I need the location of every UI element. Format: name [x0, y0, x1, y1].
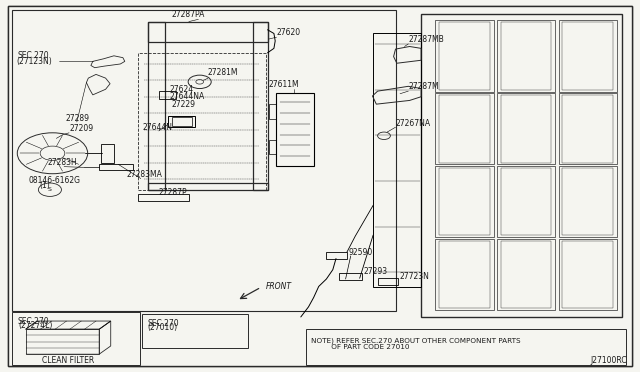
- Bar: [559, 20, 617, 92]
- Bar: [26, 329, 99, 354]
- Bar: [559, 239, 617, 310]
- Text: 27287P: 27287P: [159, 188, 188, 197]
- Bar: [138, 194, 189, 201]
- Bar: [172, 117, 192, 126]
- Bar: [500, 241, 552, 308]
- Text: CLEAN FILTER: CLEAN FILTER: [42, 356, 94, 365]
- Text: 27644NA: 27644NA: [170, 92, 205, 101]
- Text: 27293: 27293: [364, 267, 388, 276]
- Bar: [497, 239, 556, 310]
- Text: 27723N: 27723N: [400, 272, 430, 281]
- Text: 27287MB: 27287MB: [408, 35, 444, 44]
- Text: SEC.270: SEC.270: [147, 319, 179, 328]
- Text: 92590: 92590: [349, 248, 373, 257]
- Text: 27267NA: 27267NA: [396, 119, 431, 128]
- Bar: [148, 22, 165, 190]
- Text: J27100RC: J27100RC: [591, 356, 627, 365]
- Text: 27209: 27209: [69, 124, 93, 133]
- Bar: [99, 164, 133, 170]
- Text: SEC.270: SEC.270: [18, 317, 49, 326]
- Text: 27624: 27624: [170, 85, 194, 94]
- Bar: [439, 241, 490, 308]
- Bar: [435, 20, 493, 92]
- Bar: [563, 241, 613, 308]
- Bar: [168, 116, 195, 127]
- Text: OF PART CODE 27010: OF PART CODE 27010: [311, 344, 410, 350]
- Text: SEC.270: SEC.270: [18, 51, 49, 60]
- Text: NOTE) REFER SEC.270 ABOUT OTHER COMPONENT PARTS: NOTE) REFER SEC.270 ABOUT OTHER COMPONEN…: [311, 337, 521, 344]
- Text: 27287PA: 27287PA: [172, 10, 205, 19]
- Text: 27644N: 27644N: [142, 123, 172, 132]
- Bar: [326, 252, 347, 259]
- Bar: [563, 168, 613, 235]
- Text: (27123N): (27123N): [16, 57, 52, 66]
- Bar: [435, 93, 493, 164]
- Bar: [339, 273, 362, 280]
- Bar: [142, 314, 248, 348]
- Bar: [421, 14, 622, 317]
- Bar: [253, 22, 268, 190]
- Bar: [269, 104, 276, 119]
- Bar: [563, 22, 613, 90]
- Bar: [138, 53, 266, 190]
- Bar: [563, 95, 613, 163]
- Text: (27274L): (27274L): [18, 321, 52, 330]
- Text: 27611M: 27611M: [269, 80, 300, 89]
- Bar: [500, 22, 552, 90]
- Bar: [101, 144, 114, 163]
- Text: (27010): (27010): [147, 323, 177, 332]
- Bar: [559, 166, 617, 237]
- Bar: [497, 93, 556, 164]
- Text: 27289: 27289: [66, 114, 90, 123]
- Bar: [373, 33, 421, 287]
- Bar: [439, 168, 490, 235]
- Text: (1): (1): [40, 181, 51, 190]
- Bar: [497, 20, 556, 92]
- Bar: [559, 93, 617, 164]
- Bar: [500, 168, 552, 235]
- Bar: [12, 312, 140, 365]
- Text: 27287M: 27287M: [408, 82, 439, 91]
- Text: 27283MA: 27283MA: [127, 170, 163, 179]
- Bar: [148, 22, 268, 42]
- Bar: [306, 329, 626, 365]
- Text: 27283H: 27283H: [48, 158, 77, 167]
- Bar: [497, 166, 556, 237]
- Bar: [159, 91, 176, 99]
- Text: 27620: 27620: [276, 28, 301, 37]
- Bar: [269, 140, 276, 154]
- Bar: [148, 183, 268, 190]
- Bar: [12, 10, 396, 311]
- Text: S: S: [48, 187, 52, 192]
- Bar: [435, 239, 493, 310]
- Bar: [439, 95, 490, 163]
- Bar: [439, 22, 490, 90]
- Bar: [276, 93, 314, 166]
- Text: 27229: 27229: [172, 100, 196, 109]
- Text: 27281M: 27281M: [208, 68, 239, 77]
- Bar: [500, 95, 552, 163]
- Text: 08146-6162G: 08146-6162G: [29, 176, 81, 185]
- Bar: [378, 278, 398, 285]
- Bar: [435, 166, 493, 237]
- Text: FRONT: FRONT: [266, 282, 292, 291]
